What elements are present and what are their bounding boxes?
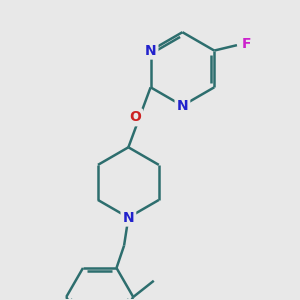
Text: O: O (129, 110, 141, 124)
Text: N: N (123, 211, 134, 225)
Text: F: F (242, 37, 251, 51)
Text: N: N (177, 99, 188, 113)
Text: N: N (145, 44, 156, 58)
